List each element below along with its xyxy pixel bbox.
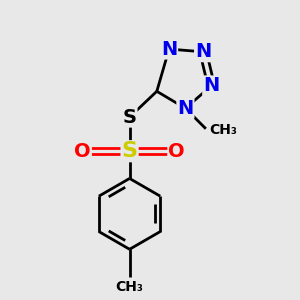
Text: O: O [74,142,91,161]
Text: N: N [161,40,177,58]
Text: N: N [203,76,219,95]
Text: S: S [122,141,138,161]
Text: S: S [123,108,136,127]
Text: CH₃: CH₃ [209,123,237,137]
Text: N: N [177,99,194,118]
Text: N: N [195,42,211,61]
Text: O: O [168,142,185,161]
Text: CH₃: CH₃ [116,280,143,294]
